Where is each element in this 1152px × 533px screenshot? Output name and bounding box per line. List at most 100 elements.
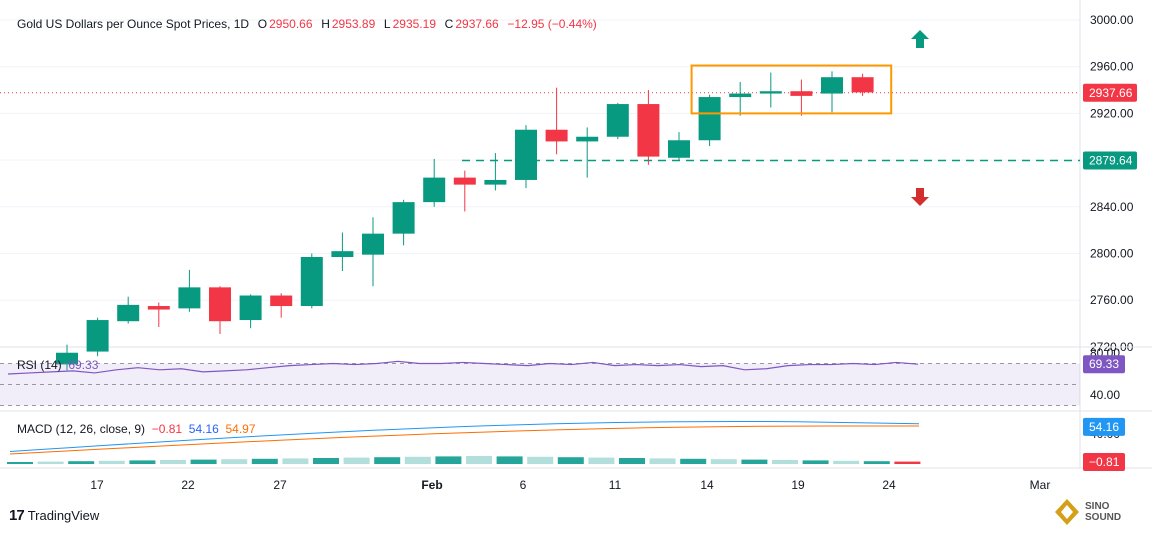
macd-line-value: 54.16	[188, 422, 219, 436]
macd-line	[9, 421, 920, 452]
macd-hist-bar	[343, 457, 370, 464]
macd-hist-bar	[772, 460, 798, 464]
macd-hist-bar	[435, 456, 462, 464]
y-tick-label: 2920.00	[1090, 106, 1134, 120]
candle	[178, 269, 201, 312]
x-tick-label: 6	[520, 478, 527, 492]
candle	[790, 79, 813, 116]
x-tick-label: Feb	[421, 478, 442, 492]
rsi-legend-value: 69.33	[68, 358, 99, 372]
brand-name: TradingView	[27, 508, 100, 523]
candle	[851, 73, 874, 96]
candle	[117, 296, 140, 324]
candle	[637, 90, 660, 165]
hist-tag: −0.81	[1089, 455, 1120, 469]
macd-hist-bar	[527, 456, 554, 464]
candle	[759, 72, 782, 108]
x-tick-label: 19	[791, 478, 805, 492]
candle	[209, 286, 231, 335]
candle-body	[698, 97, 721, 141]
current-price-tag-bg	[1083, 83, 1137, 102]
macd-hist-bar	[160, 460, 186, 464]
candle-body	[576, 136, 599, 142]
rsi-title: RSI (14)	[17, 358, 62, 372]
candle-body	[606, 104, 629, 137]
x-tick-label: 17	[90, 478, 104, 492]
macd-hist-bar	[129, 460, 156, 464]
tradingview-brand[interactable]: 17 TradingView	[9, 507, 99, 524]
candle-body	[515, 129, 537, 180]
consolidation-box	[690, 64, 893, 115]
candle-body	[178, 287, 201, 309]
candle-body	[637, 104, 660, 157]
high-value: 2953.89	[331, 17, 376, 31]
candle	[300, 253, 323, 309]
close-label: C	[444, 17, 454, 31]
macd-hist-bar	[619, 458, 645, 464]
macd-hist-bar	[863, 461, 890, 464]
candle-body	[729, 93, 752, 98]
candle-body	[851, 77, 874, 93]
signal-line	[9, 425, 919, 455]
low-label: L	[383, 17, 391, 31]
macd-tag-bg	[1083, 417, 1125, 436]
macd-hist-value: −0.81	[151, 422, 183, 436]
candle	[698, 94, 721, 147]
candle	[453, 170, 476, 212]
candle	[576, 127, 599, 178]
candle-body	[790, 91, 813, 96]
open-label: O	[257, 17, 268, 31]
macd-legend[interactable]: MACD (12, 26, close, 9) −0.81 54.16 54.9…	[17, 422, 256, 436]
macd-hist-bar	[190, 459, 217, 464]
candle-body	[239, 295, 262, 321]
macd-hist-bar	[466, 456, 492, 464]
y-tick-label: 2840.00	[1090, 200, 1134, 214]
candle	[515, 125, 537, 189]
down-arrow-icon	[911, 188, 929, 206]
macd-hist-bar	[802, 460, 829, 464]
candle	[239, 294, 262, 329]
macd-hist-bar	[251, 458, 278, 464]
y-tick-label: 2760.00	[1090, 293, 1134, 307]
rsi-tag: 69.33	[1089, 357, 1119, 371]
candle	[729, 81, 752, 116]
rsi-line	[7, 360, 919, 375]
close-value: 2937.66	[455, 17, 499, 31]
candle-body	[86, 320, 109, 352]
up-arrow-icon	[911, 30, 929, 48]
rsi-legend[interactable]: RSI (14) 69.33	[17, 358, 98, 372]
candle-body	[117, 304, 140, 322]
tradingview-logo-icon: 17	[9, 507, 25, 524]
macd-hist-bar	[894, 461, 921, 464]
rsi-tick-label: 40.00	[1090, 388, 1120, 402]
candle	[331, 232, 354, 272]
macd-hist-bar	[282, 458, 309, 464]
macd-tag: 54.16	[1089, 420, 1119, 434]
sino-sound-watermark: SINO SOUND	[1053, 497, 1148, 529]
candle	[270, 293, 293, 318]
candle	[545, 87, 568, 155]
candle-body	[453, 177, 476, 185]
macd-hist-bar	[313, 458, 339, 464]
low-value: 2935.19	[392, 17, 436, 31]
candle	[606, 102, 629, 140]
candle-body	[56, 352, 78, 365]
candle	[392, 199, 415, 246]
symbol-title[interactable]: Gold US Dollars per Ounce Spot Prices, 1…	[17, 17, 250, 31]
candle	[56, 344, 78, 371]
macd-title: MACD (12, 26, close, 9)	[17, 422, 146, 436]
sino-text: SINO SOUND	[1085, 501, 1122, 523]
candle	[668, 132, 690, 161]
y-tick-label: 2800.00	[1090, 247, 1134, 261]
open-value: 2950.66	[269, 17, 313, 31]
x-tick-label: Mar	[1030, 478, 1051, 492]
macd-hist-bar	[741, 459, 768, 464]
macd-hist-bar	[37, 461, 64, 464]
candle-body	[331, 251, 354, 258]
macd-hist-bar	[374, 457, 401, 464]
y-tick-label: 2960.00	[1090, 60, 1134, 74]
macd-hist-bar	[710, 459, 737, 464]
macd-signal-value: 54.97	[225, 422, 256, 436]
hist-tag-bg	[1083, 453, 1125, 471]
